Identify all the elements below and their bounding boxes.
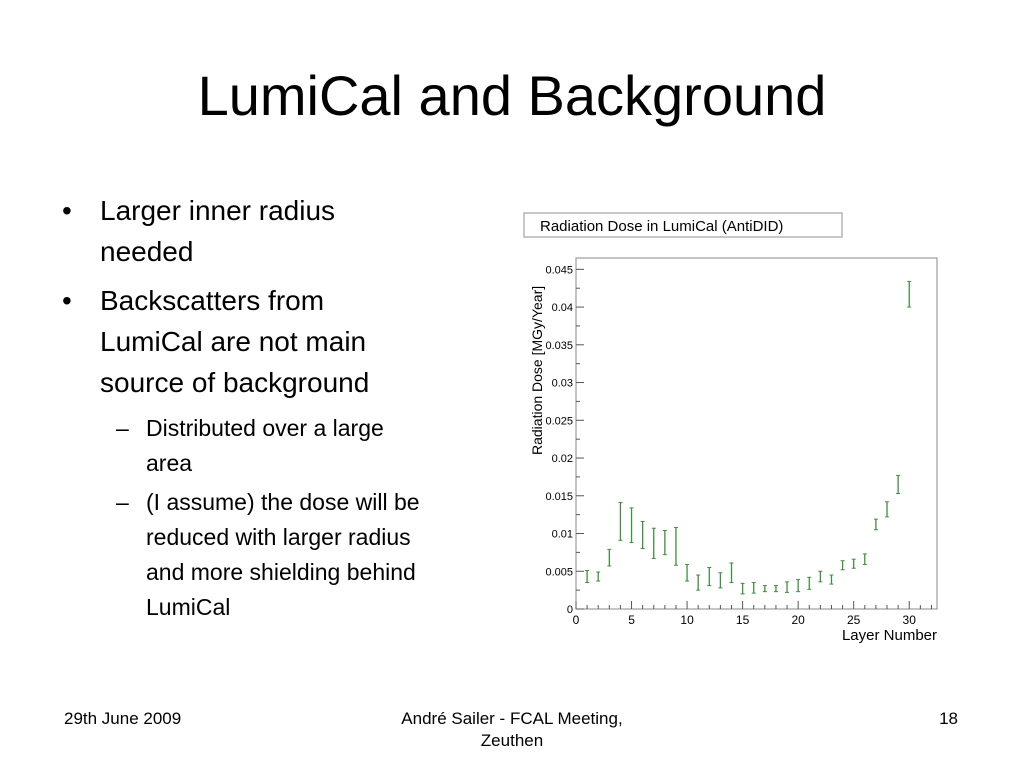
data-point: [896, 474, 901, 495]
footer-presenter-line: André Sailer - FCAL Meeting,: [401, 709, 623, 728]
x-tick-label: 30: [903, 613, 917, 627]
chart-title-box: [523, 212, 843, 238]
slide-title: LumiCal and Background: [197, 64, 827, 127]
data-point: [851, 558, 856, 569]
sub-bullet-text-line: Distributed over a large: [146, 415, 384, 441]
sub-bullet-marker: –: [116, 415, 129, 441]
data-point: [762, 585, 767, 593]
data-point: [673, 526, 678, 566]
sub-bullet-marker: –: [116, 489, 129, 515]
data-point: [807, 576, 812, 590]
x-tick-label: 10: [680, 613, 694, 627]
data-point: [718, 572, 723, 589]
bullet-item: • Larger inner radius needed: [62, 190, 492, 272]
data-point: [796, 579, 801, 593]
sub-bullet-text-line: and more shielding behind: [146, 559, 416, 585]
x-tick-label: 15: [736, 613, 750, 627]
y-tick-label: 0.005: [545, 566, 573, 578]
dose-chart: Radiation Dose in LumiCal (AntiDID) 0 0.0…: [523, 212, 938, 644]
sub-bullet-item: – (I assume) the dose will be reduced wi…: [62, 485, 492, 625]
y-tick-label: 0: [567, 604, 573, 616]
data-point: [907, 280, 912, 308]
data-point: [818, 570, 823, 583]
chart-title: Radiation Dose in LumiCal (AntiDID): [540, 218, 783, 235]
data-point: [773, 585, 778, 593]
data-point: [629, 507, 634, 544]
data-point: [685, 563, 690, 582]
sub-bullet-text-line: reduced with larger radius: [146, 524, 411, 550]
sub-bullet-text-line: LumiCal: [146, 594, 231, 620]
data-point: [585, 570, 590, 584]
data-point: [607, 548, 612, 567]
y-tick-label: 0.03: [552, 378, 573, 390]
data-point: [662, 529, 667, 556]
bullet-item: • Backscatters from LumiCal are not main…: [62, 280, 492, 403]
data-points: [585, 280, 912, 595]
data-point: [596, 571, 601, 582]
bullet-list: • Larger inner radius needed • Backscatt…: [62, 190, 492, 635]
data-point: [785, 581, 790, 593]
footer-presenter-line: Zeuthen: [480, 731, 544, 750]
sub-bullet-text-line: (I assume) the dose will be: [146, 489, 420, 515]
y-tick-label: 0.04: [552, 302, 573, 314]
footer-date: 29th June 2009: [64, 709, 182, 728]
data-point: [885, 501, 890, 518]
sub-bullet-item: – Distributed over a large area: [62, 411, 492, 481]
y-axis: 0 0.005 0.01 0.015 0.02 0.025 0.03 0.035 0.04 0.0…: [545, 264, 584, 616]
data-point: [873, 518, 878, 531]
data-point: [707, 566, 712, 587]
data-point: [840, 560, 845, 571]
footer-presenter: André Sailer - FCAL Meeting, Zeuthen: [362, 708, 662, 752]
sub-bullet-text-line: area: [146, 450, 193, 476]
x-tick-label: 25: [847, 613, 861, 627]
bullet-text-line: needed: [100, 236, 194, 267]
y-axis-label: Radiation Dose [MGy/Year]: [529, 286, 545, 455]
y-tick-label: 0.02: [552, 453, 573, 465]
data-point: [862, 553, 867, 565]
plot-frame: [575, 257, 938, 610]
x-axis-label: Layer Number: [842, 627, 937, 644]
bullet-text-line: LumiCal are not main: [100, 326, 367, 357]
bullet-marker: •: [62, 195, 72, 226]
bullet-text-line: source of background: [100, 367, 370, 398]
data-point: [696, 574, 701, 591]
y-tick-label: 0.015: [545, 491, 573, 503]
sub-bullet-list: – Distributed over a large area – (I ass…: [62, 411, 492, 625]
x-tick-label: 5: [628, 613, 635, 627]
data-point: [640, 520, 645, 550]
sub-bullet-container: – Distributed over a large area – (I ass…: [62, 411, 492, 625]
bullet-marker: •: [62, 285, 72, 316]
x-axis: 0 5 10 15 20 25 30: [573, 601, 932, 627]
data-point: [729, 562, 734, 584]
x-tick-label: 0: [573, 613, 580, 627]
y-tick-label: 0.01: [552, 529, 573, 541]
y-tick-label: 0.025: [545, 415, 573, 427]
bullet-text-line: Backscatters from: [100, 285, 325, 316]
data-point: [651, 527, 656, 559]
data-point: [829, 574, 834, 585]
y-tick-label: 0.045: [545, 264, 573, 276]
y-tick-label: 0.035: [545, 340, 573, 352]
bullet-text-line: Larger inner radius: [100, 195, 336, 226]
data-point: [618, 502, 623, 541]
data-point: [751, 582, 756, 594]
data-point: [740, 582, 745, 595]
x-tick-label: 20: [791, 613, 805, 627]
footer-page-number: 18: [939, 709, 958, 728]
